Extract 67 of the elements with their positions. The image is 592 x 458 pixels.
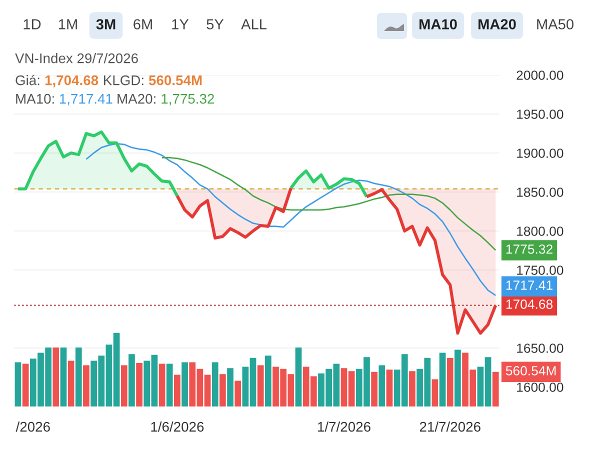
bar — [68, 360, 74, 406]
annotation: 560.54M — [148, 75, 202, 86]
y-tick-label: 1900.00 — [517, 148, 564, 158]
bar — [454, 350, 461, 406]
y-tick-label: 1800.00 — [517, 226, 564, 236]
data-label: 1704.68 — [506, 300, 553, 309]
bar — [446, 358, 454, 406]
annotation: 1,775.32 — [162, 94, 214, 106]
annotation: KLGD: — [104, 75, 144, 86]
bar — [136, 363, 142, 406]
annotation: 1,717.41 — [60, 94, 112, 106]
text: 1M — [58, 19, 77, 30]
text: MA10 — [420, 19, 457, 30]
bar — [60, 348, 67, 406]
text: 5Y — [206, 19, 224, 30]
data-label: 1717.41 — [506, 280, 552, 290]
text: 1Y — [172, 19, 189, 30]
y-tick-label: 1950.00 — [517, 110, 564, 119]
data-label: 1775.32 — [506, 244, 552, 254]
line-series — [86, 142, 496, 296]
bar — [371, 372, 378, 406]
bar — [264, 356, 272, 406]
bar — [378, 365, 386, 406]
bar — [22, 364, 29, 406]
y-tick-label: 1750.00 — [517, 266, 564, 275]
annotation: 1,704.68 — [45, 75, 98, 88]
y-tick-label: 2000.00 — [516, 70, 564, 80]
bar — [257, 365, 264, 406]
x-tick-label: /2026 — [16, 422, 50, 432]
y-tick-label: 1850.00 — [517, 188, 564, 197]
bar — [75, 348, 82, 406]
bar — [158, 364, 166, 406]
bar — [295, 348, 302, 406]
text: 6M — [134, 19, 152, 30]
annotation: MA10: — [16, 94, 54, 104]
chart-title: VN-Index 29/7/2026 — [15, 53, 138, 64]
annotation: MA20: — [118, 94, 156, 104]
bar — [182, 362, 188, 406]
text: 1D — [24, 19, 41, 30]
bar — [166, 364, 173, 406]
x-tick-label: 21/7/2026 — [420, 422, 480, 432]
bar — [227, 368, 234, 406]
x-tick-label: 1/7/2026 — [318, 422, 370, 432]
text: ALL — [241, 19, 266, 30]
bar — [14, 362, 22, 406]
bar — [128, 354, 135, 406]
bar — [52, 348, 60, 406]
bar — [409, 371, 416, 406]
y-tick-label: 1650.00 — [517, 344, 564, 353]
bar — [234, 380, 242, 406]
bar — [83, 365, 90, 406]
text: MA50 — [537, 19, 574, 30]
bar — [212, 362, 218, 406]
bar — [386, 370, 393, 406]
y-tick-label: 1600.00 — [517, 382, 564, 392]
annotation: Giá: — [16, 74, 40, 86]
text: 3M — [96, 19, 116, 30]
x-tick-label: 1/6/2026 — [151, 422, 204, 432]
bar — [174, 374, 180, 406]
bar — [492, 372, 499, 406]
text: MA20 — [478, 19, 516, 30]
text: 560.54M — [506, 366, 556, 376]
bar — [120, 365, 128, 406]
line-series — [161, 156, 496, 251]
bar — [432, 379, 438, 406]
bar — [439, 352, 446, 406]
bar — [220, 374, 226, 406]
